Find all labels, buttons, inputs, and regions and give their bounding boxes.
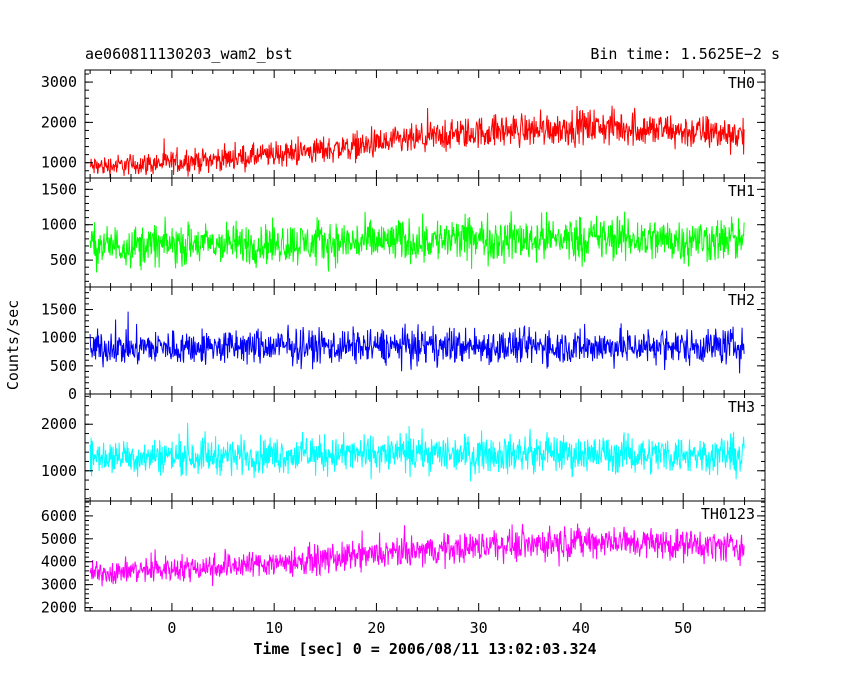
panel-th1: 500 1000 1500 TH1 [41,177,766,288]
series-line-th2 [89,311,745,374]
y-tick-label: 2000 [41,113,77,131]
x-tick-label: 30 [470,619,488,637]
panel-frame [84,500,766,612]
y-tick-label: 1000 [41,216,77,234]
x-tick-label: 50 [674,619,692,637]
panel-label-th3: TH3 [728,398,755,416]
y-tick-label: 500 [50,357,77,375]
y-tick-label: 1500 [41,180,77,198]
chart-title: ae060811130203_wam2_bst [85,45,293,63]
y-tick-label: 1500 [41,301,77,319]
x-tick-label: 40 [572,619,590,637]
panel-th0: 1000 2000 3000 TH0 [41,69,766,179]
y-tick-label: 2000 [41,415,77,433]
y-tick-label: 0 [68,385,77,403]
panel-label-th2: TH2 [728,291,755,309]
series-line-th0 [89,105,745,178]
panel-label-th0: TH0 [728,74,755,92]
y-tick-label: 2000 [41,599,77,617]
x-tick-label: 10 [265,619,283,637]
y-tick-label: 500 [50,251,77,269]
y-tick-label: 3000 [41,576,77,594]
panel-th0123: 2000 3000 4000 5000 6000 TH0123 [41,500,766,617]
y-axis-label: Counts/sec [4,300,22,390]
series-line-th1 [89,211,745,273]
panel-label-th1: TH1 [728,182,755,200]
x-axis-label: Time [sec] 0 = 2006/08/11 13:02:03.324 [253,640,596,658]
x-tick-label: 0 [167,619,176,637]
y-tick-label: 4000 [41,553,77,571]
panel-th2: 0 500 1000 1500 TH2 [41,286,766,403]
y-tick-label: 6000 [41,507,77,525]
series-line-th0123 [89,523,745,587]
y-tick-label: 1000 [41,329,77,347]
y-tick-label: 1000 [41,154,77,172]
series-line-th3 [89,422,745,482]
panel-th3: 1000 2000 TH3 [41,393,766,502]
y-tick-label: 1000 [41,462,77,480]
y-tick-label: 5000 [41,530,77,548]
bin-time-label: Bin time: 1.5625E−2 s [590,45,780,63]
y-tick-label: 3000 [41,73,77,91]
x-tick-label: 20 [367,619,385,637]
panel-label-th0123: TH0123 [701,505,755,523]
